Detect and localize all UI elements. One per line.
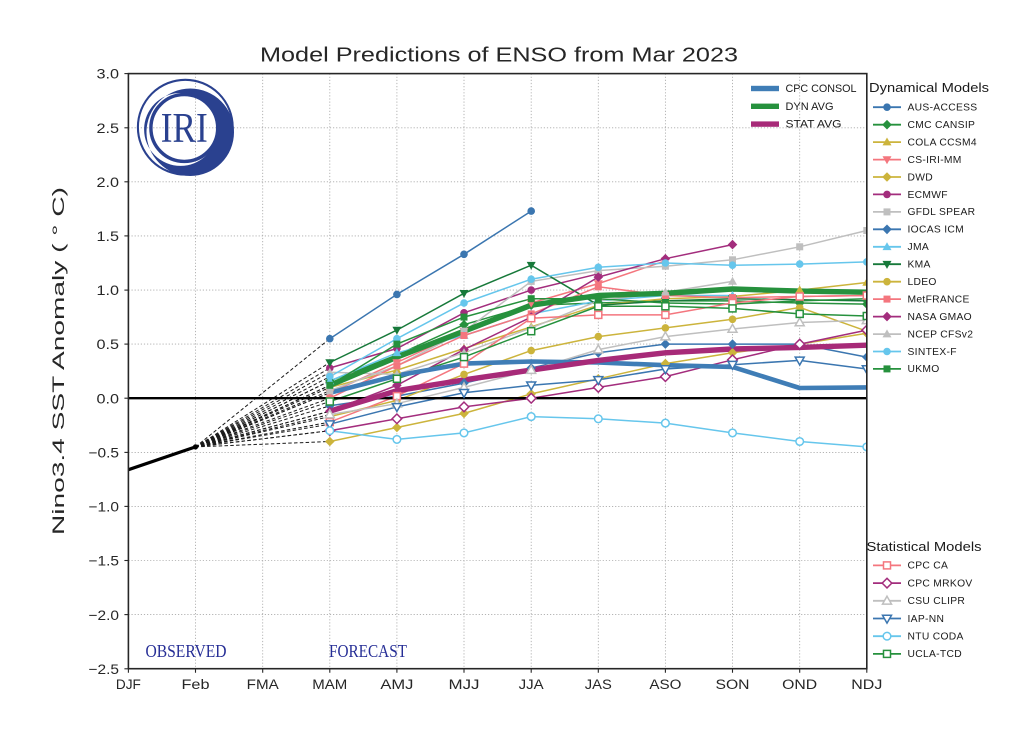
svg-text:NTU CODA: NTU CODA [908,632,964,643]
svg-text:3.0: 3.0 [97,67,120,83]
svg-text:Statistical Models: Statistical Models [867,540,982,554]
svg-text:IAP-NN: IAP-NN [908,614,945,625]
svg-text:FMA: FMA [247,677,280,693]
svg-text:STAT AVG: STAT AVG [786,119,842,131]
svg-text:DYN AVG: DYN AVG [786,101,834,113]
svg-text:JAS: JAS [585,677,612,693]
svg-text:UKMO: UKMO [908,364,940,375]
svg-text:CPC CA: CPC CA [908,561,949,572]
svg-text:NASA GMAO: NASA GMAO [908,312,973,323]
svg-text:1.0: 1.0 [97,283,120,299]
svg-text:CS-IRI-MM: CS-IRI-MM [908,155,962,166]
svg-text:DJF: DJF [116,677,141,693]
svg-text:IOCAS ICM: IOCAS ICM [908,225,964,236]
svg-text:IRI: IRI [161,106,208,152]
svg-text:MAM: MAM [312,677,347,693]
svg-text:CMC CANSIP: CMC CANSIP [908,120,976,131]
svg-text:OND: OND [782,677,817,693]
svg-text:−2.5: −2.5 [89,662,120,678]
svg-text:Dynamical Models: Dynamical Models [869,81,989,95]
svg-text:CPC CONSOL: CPC CONSOL [786,83,857,95]
svg-text:AMJ: AMJ [380,677,413,693]
svg-text:FORECAST: FORECAST [329,641,407,661]
svg-text:NCEP CFSv2: NCEP CFSv2 [908,329,974,340]
svg-text:Model Predictions of ENSO from: Model Predictions of ENSO from Mar 2023 [260,45,738,67]
svg-text:CPC MRKOV: CPC MRKOV [908,578,973,589]
svg-text:−1.0: −1.0 [89,500,120,516]
svg-text:UCLA-TCD: UCLA-TCD [908,649,962,660]
svg-text:COLA CCSM4: COLA CCSM4 [908,137,977,148]
svg-text:0.5: 0.5 [97,337,120,353]
svg-text:−1.5: −1.5 [89,554,120,570]
svg-text:DWD: DWD [908,172,934,183]
svg-text:1.5: 1.5 [97,229,120,245]
svg-text:−0.5: −0.5 [89,446,120,462]
svg-text:ASO: ASO [649,677,681,693]
svg-text:OBSERVED: OBSERVED [146,641,227,661]
svg-text:ECMWF: ECMWF [908,190,948,201]
svg-text:0.0: 0.0 [97,391,120,407]
svg-text:CSU CLIPR: CSU CLIPR [908,596,966,607]
svg-text:−2.0: −2.0 [89,608,120,624]
svg-text:GFDL SPEAR: GFDL SPEAR [908,207,976,218]
svg-text:Feb: Feb [182,677,210,693]
svg-text:SINTEX-F: SINTEX-F [908,347,957,358]
svg-text:LDEO: LDEO [908,277,937,288]
svg-text:MetFRANCE: MetFRANCE [908,294,970,305]
svg-text:2.0: 2.0 [97,175,120,191]
svg-text:KMA: KMA [908,260,931,271]
svg-text:Nino3.4 SST Anomaly ( ° C): Nino3.4 SST Anomaly ( ° C) [50,187,68,535]
svg-text:JJA: JJA [519,677,545,693]
svg-text:SON: SON [716,677,750,693]
svg-text:AUS-ACCESS: AUS-ACCESS [908,103,978,114]
svg-text:NDJ: NDJ [851,677,882,693]
svg-text:MJJ: MJJ [449,677,480,693]
svg-text:JMA: JMA [908,242,930,253]
svg-text:2.5: 2.5 [97,121,120,137]
